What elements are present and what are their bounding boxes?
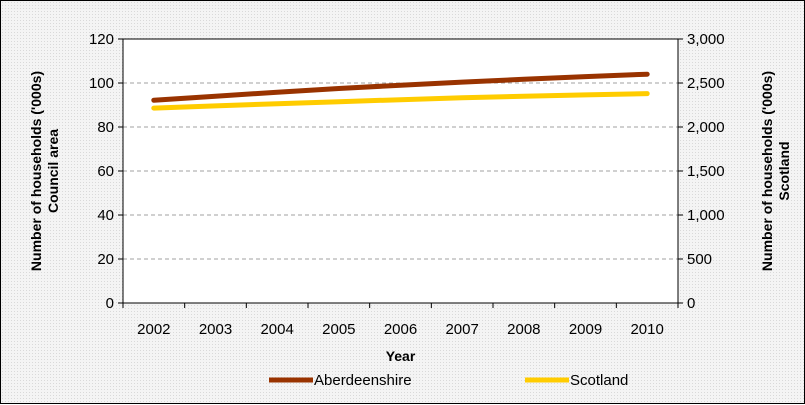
y-right-axis-title: Number of households ('000s): [759, 71, 775, 271]
y-right-axis-subtitle: Scotland: [776, 141, 792, 200]
legend: Aberdeenshire Scotland: [269, 372, 628, 389]
y-left-tick-label: 40: [97, 207, 114, 224]
x-tick-label: 2008: [507, 321, 540, 338]
legend-label-scotland: Scotland: [570, 372, 628, 389]
x-tick-label: 2010: [630, 321, 663, 338]
y-left-tick-label: 80: [97, 119, 114, 136]
series-line-scotland: [151, 91, 650, 111]
y-right-tick-label: 500: [687, 251, 712, 268]
x-tick-label: 2007: [445, 321, 478, 338]
y-right-tick-label: 2,000: [687, 119, 725, 136]
y-left-tick-label: 0: [106, 295, 114, 312]
y-left-axis-title: Number of households ('000s): [28, 71, 44, 271]
x-tick-label: 2009: [569, 321, 602, 338]
x-tick-label: 2003: [199, 321, 232, 338]
y-right-tick-label: 0: [687, 295, 695, 312]
y-left-tick-label: 120: [89, 31, 114, 48]
gridlines: [123, 82, 678, 260]
x-axis-title: Year: [386, 348, 416, 364]
x-tick-label: 2004: [260, 321, 293, 338]
legend-label-aberdeenshire: Aberdeenshire: [314, 372, 412, 389]
series-line-aberdeenshire: [151, 71, 650, 103]
axes: [118, 38, 683, 308]
y-right-tick-label: 2,500: [687, 75, 725, 92]
y-right-tick-label: 3,000: [687, 31, 725, 48]
y-right-tick-label: 1,000: [687, 207, 725, 224]
tick-labels: 0 0 20 500 40 1,000 60 1,500 80 2,000 100 2,500 120 3…: [89, 31, 725, 338]
series-lines: [151, 71, 650, 111]
x-tick-label: 2006: [384, 321, 417, 338]
y-left-tick-label: 20: [97, 251, 114, 268]
x-tick-label: 2002: [137, 321, 170, 338]
y-right-tick-label: 1,500: [687, 163, 725, 180]
x-tick-label: 2005: [322, 321, 355, 338]
y-left-axis-subtitle: Council area: [45, 129, 61, 213]
y-left-tick-label: 60: [97, 163, 114, 180]
y-left-tick-label: 100: [89, 75, 114, 92]
